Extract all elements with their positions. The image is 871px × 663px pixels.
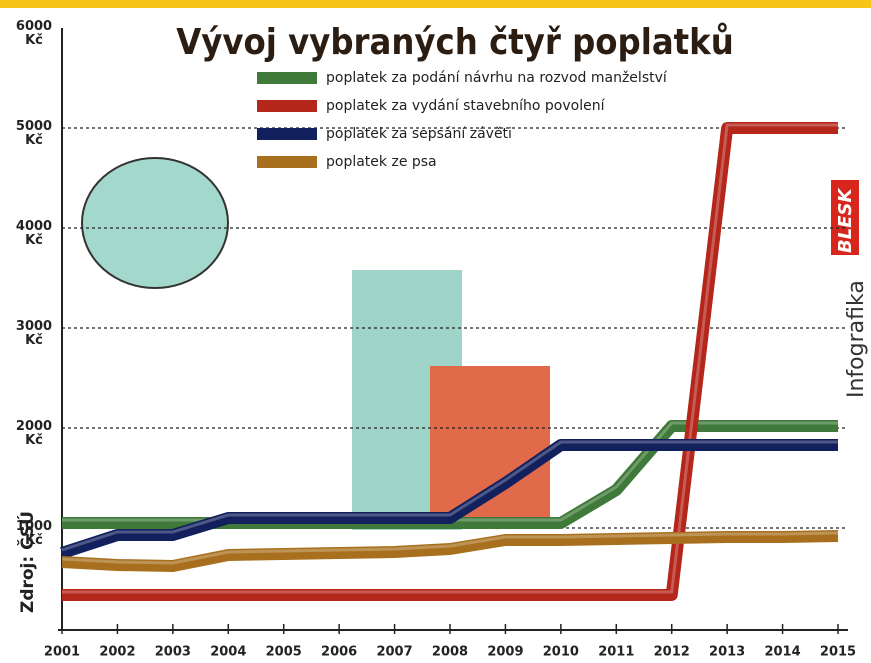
y-tick-label: 2000 Kč [15, 419, 53, 448]
x-tick-label: 2010 [543, 645, 579, 660]
y-tick-label: 5000 Kč [15, 119, 53, 148]
y-tick-label: 6000 Kč [15, 19, 53, 48]
x-tick-label: 2013 [709, 645, 745, 660]
legend-label: poplatek za vydání stavebního povolení [326, 98, 606, 114]
x-tick-label: 2011 [598, 645, 634, 660]
series-line [61, 530, 839, 572]
y-tick-label: 4000 Kč [15, 219, 53, 248]
x-tick-label: 2002 [99, 645, 135, 660]
legend-label: poplatek za sepsání závěti [326, 126, 512, 142]
brand: BLESK [835, 187, 856, 253]
legend-swatch [257, 72, 317, 84]
building-illustration [430, 366, 550, 526]
x-tick-label: 2008 [432, 645, 468, 660]
series-highlight [61, 531, 839, 565]
x-tick-label: 2001 [44, 645, 80, 660]
series-highlight [61, 440, 838, 552]
thought-bubble [81, 157, 229, 289]
y-tick-label: 3000 Kč [15, 319, 53, 348]
legend-swatch [257, 100, 317, 112]
chart-title: Vývoj vybraných čtyř poplatků [176, 22, 734, 63]
x-tick-label: 2009 [487, 645, 523, 660]
x-tick-label: 2015 [820, 645, 856, 660]
series-highlight [62, 123, 838, 594]
x-tick-label: 2012 [654, 645, 690, 660]
credit: Infografika [844, 280, 869, 398]
series-line [62, 122, 838, 601]
brand-badge [831, 180, 859, 255]
series-line [60, 439, 838, 559]
x-tick-label: 2006 [321, 645, 357, 660]
x-tick-label: 2007 [376, 645, 412, 660]
legend-label: poplatek ze psa [326, 154, 437, 170]
chart-svg: Vývoj vybraných čtyř poplatků Zdroj: ČSÚ… [16, 22, 869, 660]
legend-swatch [257, 128, 317, 140]
source: Zdroj: ČSÚ [16, 511, 38, 613]
x-tick-label: 2005 [266, 645, 302, 660]
x-tick-label: 2004 [210, 645, 246, 660]
legend-label: poplatek za podání návrhu na rozvod manž… [326, 70, 668, 86]
x-tick-label: 2014 [764, 645, 800, 660]
y-tick-label: 1000 Kč [15, 519, 53, 548]
legend-swatch [257, 156, 317, 168]
x-tick-label: 2003 [155, 645, 191, 660]
